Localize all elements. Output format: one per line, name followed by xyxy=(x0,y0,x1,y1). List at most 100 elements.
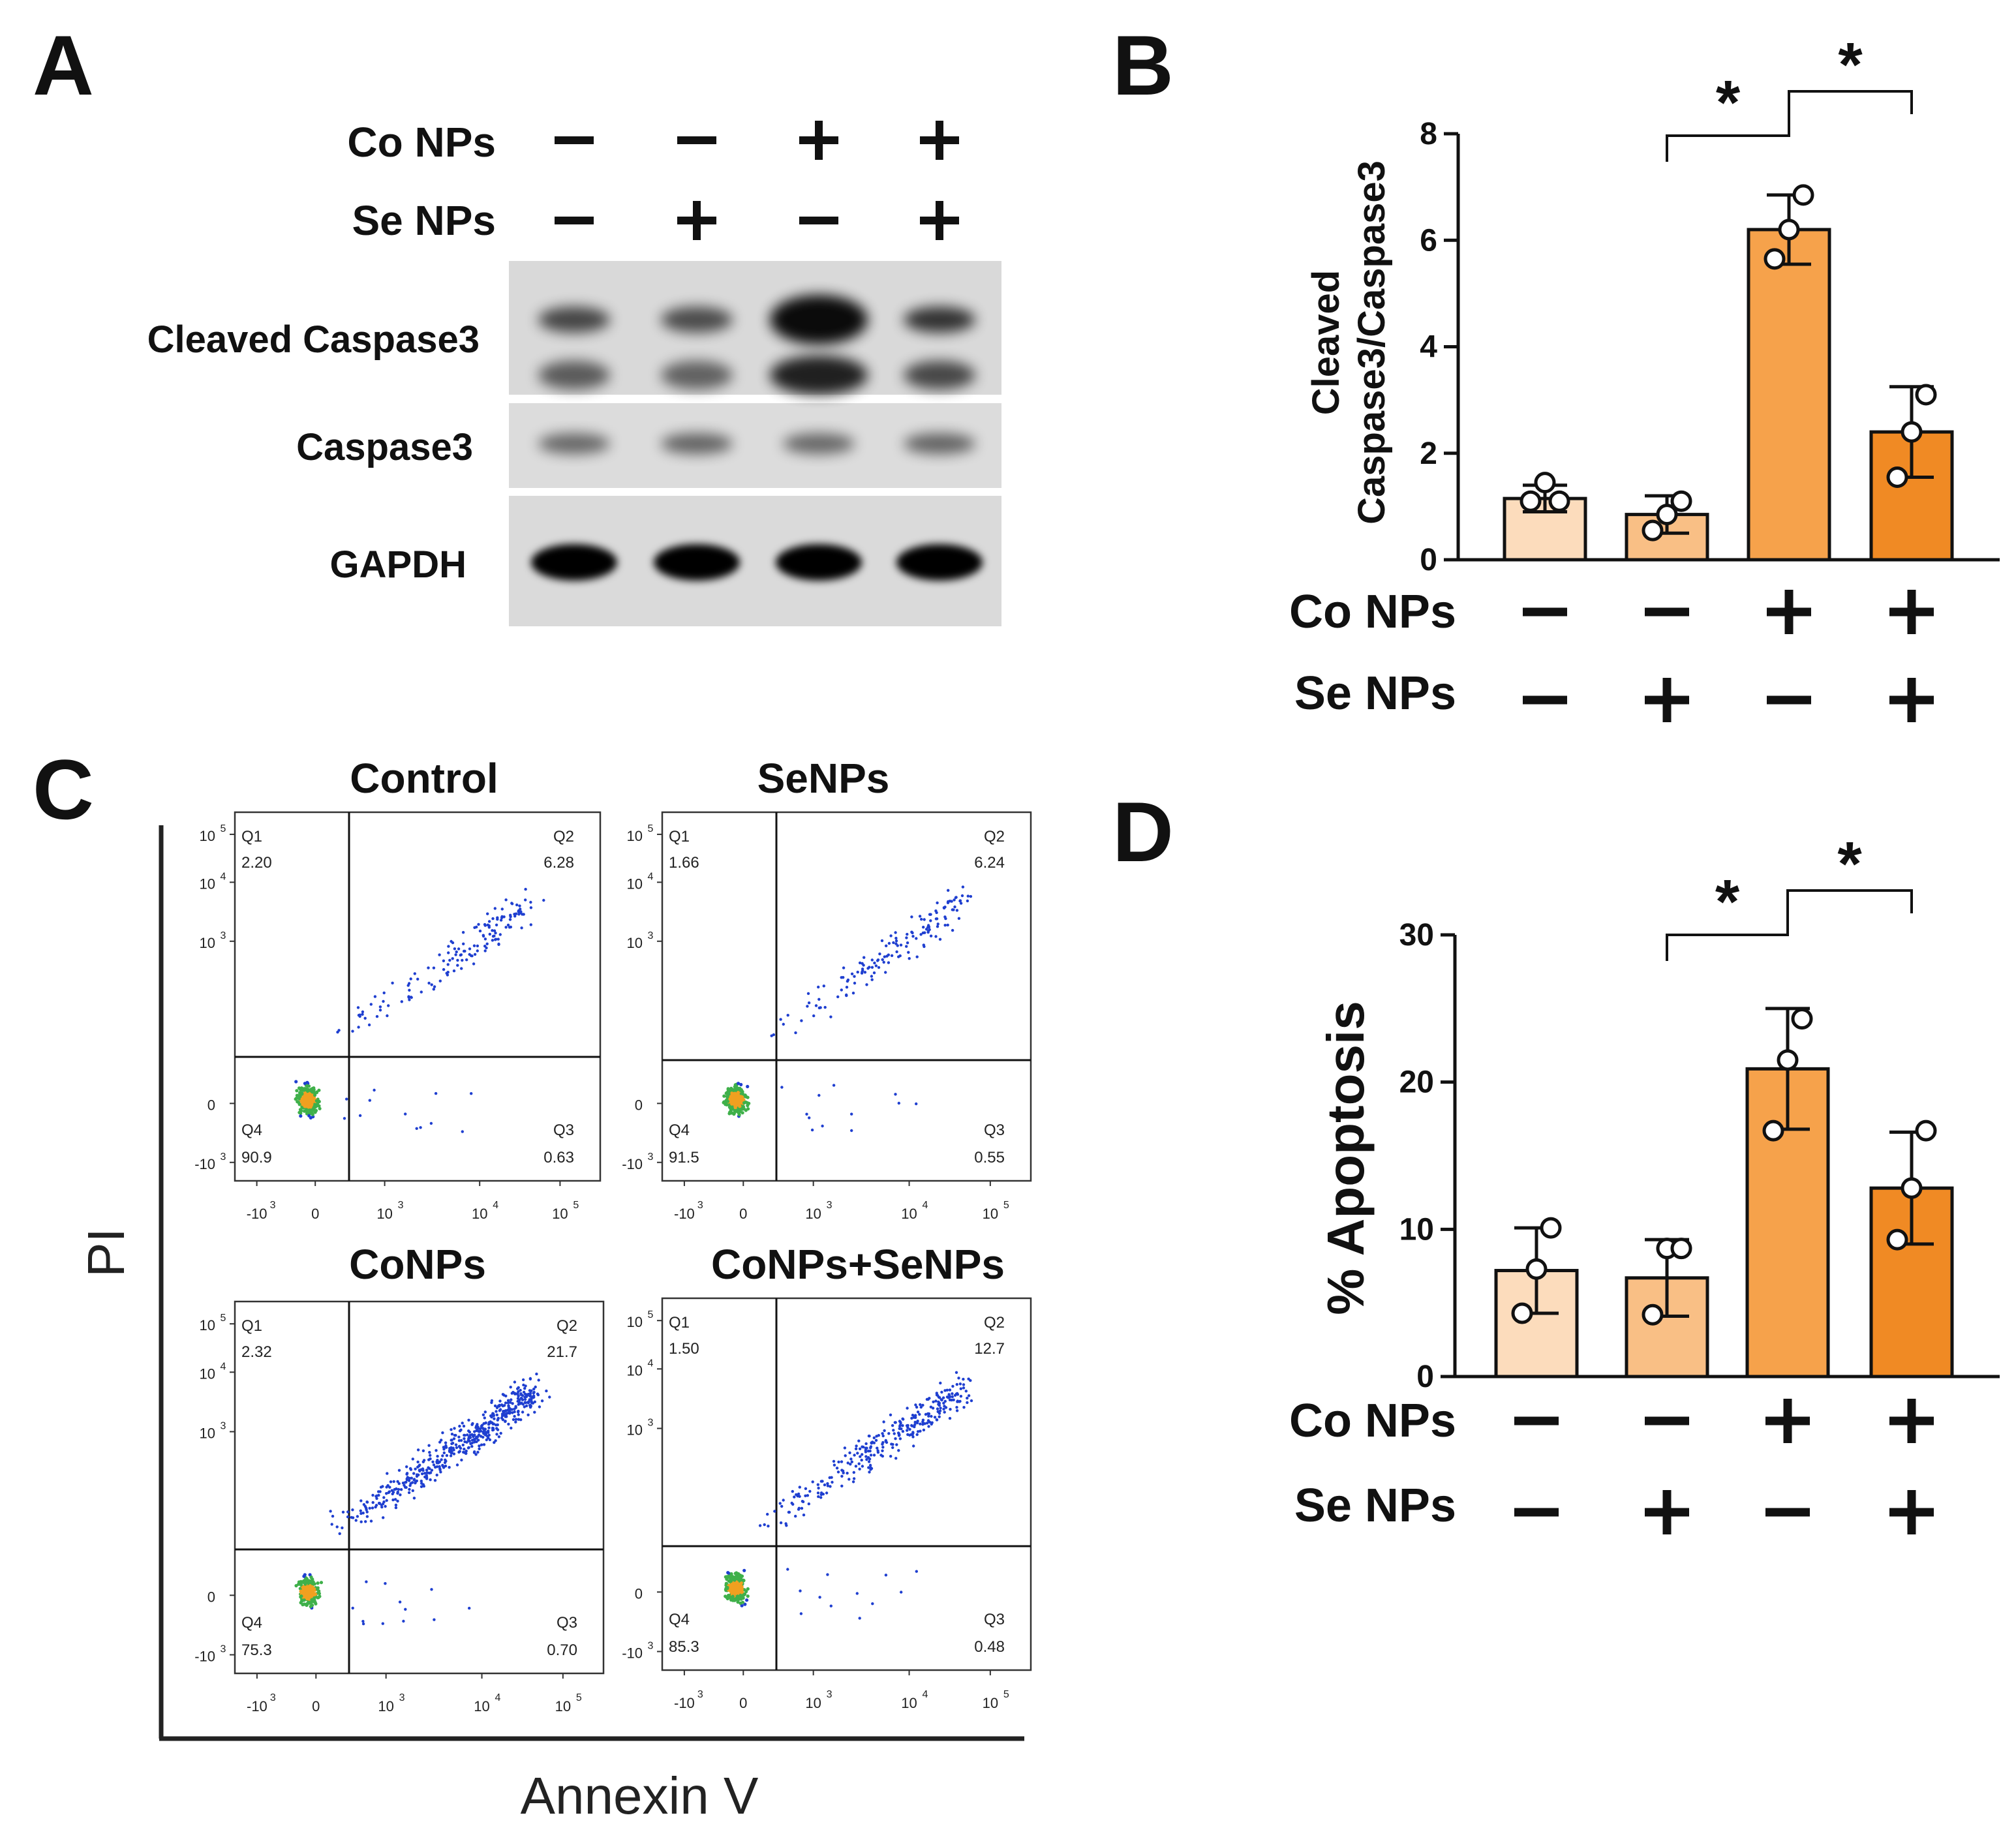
flow-plot-3-ytick-sup-1: 5 xyxy=(221,1313,226,1324)
flow-plot-4-dot xyxy=(853,1454,856,1457)
flow-plot-2-ytick-3: 10 xyxy=(627,935,643,951)
flow-plot-2-dot xyxy=(918,915,922,918)
flow-plot-3-dot xyxy=(397,1482,401,1485)
flow-plot-4-dot xyxy=(857,1439,861,1442)
blot-se-label: Se NPs xyxy=(352,197,496,244)
flow-plot-3-dot xyxy=(516,1399,519,1403)
flow-plot-3-dot xyxy=(408,1484,412,1487)
flow-plot-1-dot xyxy=(430,983,433,986)
chart-d-sig-star-2: * xyxy=(1837,829,1862,899)
flow-plot-3-dot xyxy=(430,1588,433,1591)
flow-plot-3-dot xyxy=(385,1492,388,1495)
flow-plot-3-dot xyxy=(477,1439,480,1442)
flow-plot-4-dot xyxy=(856,1452,859,1455)
flow-plot-4-dot xyxy=(737,1574,741,1578)
flow-plot-4-xtick-sup-4: 4 xyxy=(923,1689,928,1700)
flow-plot-4-dot xyxy=(740,1604,744,1607)
flow-plot-3-dot xyxy=(423,1475,427,1479)
flow-plot-3-dot xyxy=(524,1401,527,1405)
flow-plot-4-xtick-4: 10 xyxy=(901,1695,917,1711)
flow-plot-4-dot xyxy=(804,1494,807,1497)
chart-b-ytick-label-2: 2 xyxy=(1420,436,1437,471)
flow-plot-3-dot xyxy=(411,1489,414,1493)
flow-plot-4-dot xyxy=(742,1568,746,1572)
flow-plot-4-dot xyxy=(869,1446,872,1450)
flow-plot-4-dot xyxy=(908,1427,911,1431)
flow-plot-2-dot xyxy=(920,917,923,921)
chart-b-ytick-label-0: 0 xyxy=(1420,543,1437,577)
flow-plot-4-dot xyxy=(850,1460,854,1463)
flow-plot-1-dot xyxy=(451,941,455,945)
flow-plot-3-dot xyxy=(362,1503,366,1506)
flow-plot-1-dot xyxy=(387,1004,390,1007)
flow-plot-1-dot xyxy=(448,958,451,962)
flow-plot-3-dot xyxy=(496,1416,500,1420)
flow-plot-4-dot xyxy=(964,1390,968,1393)
flow-plot-3-dot xyxy=(428,1451,431,1454)
flow-plot-3-dot xyxy=(466,1433,469,1437)
flow-plot-3-dot xyxy=(316,1581,320,1585)
flow-plot-2-title: SeNPs xyxy=(757,755,890,802)
flow-plot-2-dot xyxy=(895,950,898,954)
flow-plot-4-xtick-sup-3: 3 xyxy=(827,1689,832,1700)
flow-plot-4-dot xyxy=(767,1525,770,1528)
flow-plot-1-frame xyxy=(234,811,602,1182)
flow-plot-4-dot xyxy=(942,1407,945,1411)
flow-plot-4-dot xyxy=(892,1429,895,1432)
flow-plot-1-dot xyxy=(311,1112,314,1116)
flow-plot-3-dot xyxy=(507,1422,510,1426)
flow-plot-1-dot xyxy=(404,1112,407,1116)
flow-plot-1-dot xyxy=(493,929,496,932)
flow-plot-4-dot xyxy=(858,1447,862,1450)
flow-plot-3-dot xyxy=(391,1498,395,1502)
flow-plot-2-dot xyxy=(807,1001,811,1005)
flow-plot-1-dot xyxy=(408,988,411,992)
flow-plot-4-dot xyxy=(921,1423,924,1426)
flow-plot-2-dot xyxy=(929,934,933,937)
flow-plot-1-dot xyxy=(519,910,523,913)
flow-plot-4-dot xyxy=(844,1454,847,1457)
flow-plot-1-q1-label: Q1 xyxy=(241,828,262,845)
flow-plot-1-dot xyxy=(400,1000,403,1003)
flow-plot-4-dot xyxy=(913,1414,916,1418)
flow-plot-3-q3-label: Q3 xyxy=(557,1614,577,1632)
flow-plot-4-dot xyxy=(927,1414,930,1418)
flow-plot-3-dot xyxy=(517,1390,520,1394)
flow-plot-1-dot xyxy=(494,932,497,935)
flow-plot-2-dot xyxy=(729,1087,733,1091)
flow-plot-4-dot xyxy=(791,1489,795,1493)
flow-plot-3-dot xyxy=(483,1410,487,1414)
flow-plot-4-dot xyxy=(852,1470,856,1474)
flow-plot-1-dot xyxy=(307,1108,311,1112)
flow-plot-4-dot xyxy=(794,1514,797,1518)
flow-plot-3-dot xyxy=(438,1460,442,1463)
flow-plot-4-dot xyxy=(966,1401,969,1405)
flow-plot-1-dot xyxy=(461,958,464,962)
flow-plot-4-dot xyxy=(958,1399,962,1403)
flow-plot-2-dot xyxy=(870,975,874,978)
flow-plot-4-dot xyxy=(951,1392,954,1395)
flow-plot-1-dot xyxy=(369,1003,373,1006)
flow-plot-2-dot xyxy=(890,954,894,958)
flow-plot-3-dot xyxy=(509,1386,512,1389)
flow-plot-1-xtick-sup-4: 4 xyxy=(493,1200,498,1211)
flow-plot-4-dot xyxy=(938,1412,941,1415)
flow-plot-3-dot xyxy=(375,1494,378,1497)
flow-plot-3-dot xyxy=(399,1493,402,1497)
flow-plot-3-dot xyxy=(303,1582,307,1586)
flow-plot-4-dot xyxy=(882,1420,885,1424)
flow-plot-4-dot xyxy=(817,1495,820,1499)
flow-plot-4-dot xyxy=(881,1434,885,1438)
flow-plot-2-ytick-sup-3: 3 xyxy=(648,930,654,941)
flow-plot-3-dot xyxy=(489,1420,492,1424)
chart-b-point-2-1 xyxy=(1642,519,1664,541)
flow-plot-1-dot xyxy=(312,1090,316,1094)
flow-plot-3-dot xyxy=(501,1393,505,1396)
flow-plot-2-dot xyxy=(842,966,846,969)
flow-plot-4-q3-value: 0.48 xyxy=(974,1638,1005,1656)
flow-plot-2-ytick-4: 0 xyxy=(635,1097,643,1113)
flow-plot-1-dot xyxy=(410,996,413,999)
flow-plot-2-dot xyxy=(730,1102,734,1106)
flow-plot-1-dot xyxy=(508,918,512,921)
flow-plot-3-dot xyxy=(420,1485,423,1488)
